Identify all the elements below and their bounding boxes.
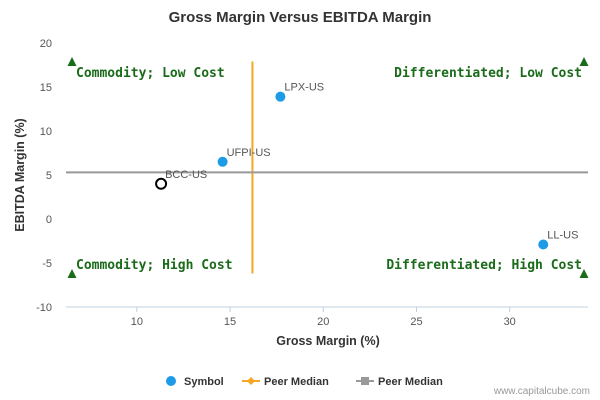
credit-text: www.capitalcube.com	[493, 386, 590, 397]
y-tick-label: -5	[42, 258, 52, 270]
y-tick-label: 5	[46, 170, 52, 182]
legend[interactable]: Symbol Peer Median Peer Median	[166, 376, 443, 388]
x-axis-ticks: 10 15 20 25 30	[131, 307, 516, 328]
x-tick-label: 15	[224, 316, 236, 328]
y-tick-label: 20	[40, 38, 52, 50]
data-point-ufpi-us[interactable]	[217, 156, 228, 167]
x-tick-label: 20	[317, 316, 329, 328]
legend-item[interactable]: Peer Median	[356, 376, 443, 388]
y-tick-label: 15	[40, 82, 52, 94]
triangle-marker-bottom-left	[67, 269, 77, 279]
y-axis-ticks: 20 15 10 5 0 -5 -10	[36, 38, 52, 314]
quadrant-label-bottom-right: Differentiated; High Cost	[386, 258, 582, 273]
quadrant-triangles	[67, 56, 589, 279]
y-tick-label: 10	[40, 126, 52, 138]
legend-symbol-diamond	[247, 377, 255, 385]
point-label: LPX-US	[284, 82, 324, 94]
legend-label: Peer Median	[378, 376, 443, 388]
triangle-marker-top-left	[67, 56, 77, 66]
point-label: UFPI-US	[227, 147, 271, 159]
x-axis-title: Gross Margin (%)	[276, 334, 380, 348]
legend-label: Symbol	[184, 376, 224, 388]
legend-item[interactable]: Symbol	[166, 376, 224, 388]
point-label: LL-US	[547, 230, 578, 242]
y-tick-label: 0	[46, 214, 52, 226]
y-tick-label: -10	[36, 302, 52, 314]
legend-label: Peer Median	[264, 376, 329, 388]
chart-title: Gross Margin Versus EBITDA Margin	[169, 9, 432, 26]
x-tick-label: 30	[504, 316, 516, 328]
x-tick-label: 10	[131, 316, 143, 328]
y-axis-title: EBITDA Margin (%)	[13, 118, 27, 231]
legend-symbol-square	[361, 377, 369, 385]
data-point-bcc-us[interactable]	[155, 177, 168, 190]
quadrant-label-top-left: Commodity; Low Cost	[76, 66, 225, 81]
data-point-lpx-us[interactable]	[275, 91, 286, 102]
legend-item[interactable]: Peer Median	[242, 376, 329, 388]
triangle-marker-top-right	[579, 56, 589, 66]
quadrant-label-bottom-left: Commodity; High Cost	[76, 258, 233, 273]
point-label: BCC-US	[165, 169, 207, 181]
data-points: LPX-US UFPI-US BCC-US LL-US	[155, 82, 578, 250]
triangle-marker-bottom-right	[579, 269, 589, 279]
x-tick-label: 25	[410, 316, 422, 328]
quadrant-label-top-right: Differentiated; Low Cost	[394, 66, 582, 81]
legend-symbol-circle	[166, 376, 176, 386]
data-point-ll-us[interactable]	[538, 239, 549, 250]
